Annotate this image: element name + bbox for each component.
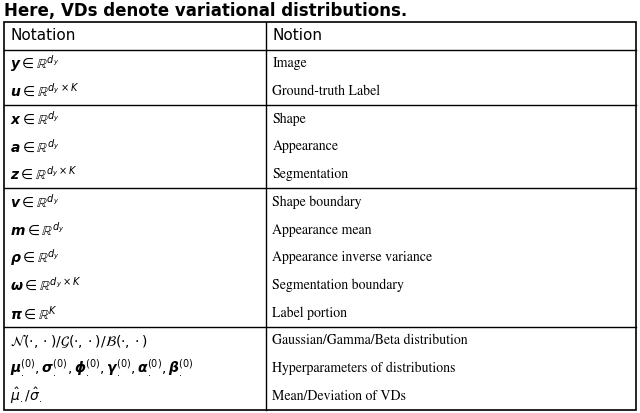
- Text: Here, VDs denote variational distributions.: Here, VDs denote variational distributio…: [4, 2, 407, 20]
- Text: Appearance: Appearance: [272, 140, 339, 153]
- Text: $\boldsymbol{\mu}_{.}^{(0)}, \boldsymbol{\sigma}_{.}^{(0)}, \boldsymbol{\phi}_{.: $\boldsymbol{\mu}_{.}^{(0)}, \boldsymbol…: [10, 358, 193, 380]
- Text: $\boldsymbol{a} \in \mathbb{R}^{d_y}$: $\boldsymbol{a} \in \mathbb{R}^{d_y}$: [10, 138, 60, 155]
- Text: Segmentation: Segmentation: [272, 168, 348, 181]
- Text: Segmentation boundary: Segmentation boundary: [272, 279, 404, 292]
- Text: Mean/Deviation of VDs: Mean/Deviation of VDs: [272, 389, 406, 403]
- Text: $\boldsymbol{z} \in \mathbb{R}^{d_y \times K}$: $\boldsymbol{z} \in \mathbb{R}^{d_y \tim…: [10, 166, 77, 183]
- Text: Notation: Notation: [10, 28, 76, 43]
- Text: $\boldsymbol{m} \in \mathbb{R}^{d_y}$: $\boldsymbol{m} \in \mathbb{R}^{d_y}$: [10, 221, 65, 238]
- Text: $\boldsymbol{u} \in \mathbb{R}^{d_y \times K}$: $\boldsymbol{u} \in \mathbb{R}^{d_y \tim…: [10, 83, 79, 100]
- Text: $\hat{\mu}_{.}/\hat{\sigma}_{.}$: $\hat{\mu}_{.}/\hat{\sigma}_{.}$: [10, 386, 42, 406]
- Text: Gaussian/Gamma/Beta distribution: Gaussian/Gamma/Beta distribution: [272, 334, 468, 347]
- Text: Ground-truth Label: Ground-truth Label: [272, 85, 380, 98]
- Text: $\mathcal{N}(\cdot,\cdot)/\mathcal{G}(\cdot,\cdot)/\mathcal{B}(\cdot,\cdot)$: $\mathcal{N}(\cdot,\cdot)/\mathcal{G}(\c…: [10, 332, 148, 350]
- Text: $\boldsymbol{y} \in \mathbb{R}^{d_y}$: $\boldsymbol{y} \in \mathbb{R}^{d_y}$: [10, 53, 59, 74]
- Text: Hyperparameters of distributions: Hyperparameters of distributions: [272, 362, 456, 375]
- Text: Image: Image: [272, 57, 307, 70]
- Text: $\boldsymbol{\omega} \in \mathbb{R}^{d_y \times K}$: $\boldsymbol{\omega} \in \mathbb{R}^{d_y…: [10, 277, 81, 294]
- Text: Label portion: Label portion: [272, 306, 348, 320]
- Text: $\boldsymbol{v} \in \mathbb{R}^{d_y}$: $\boldsymbol{v} \in \mathbb{R}^{d_y}$: [10, 194, 59, 211]
- Text: $\boldsymbol{\pi} \in \mathbb{R}^{K}$: $\boldsymbol{\pi} \in \mathbb{R}^{K}$: [10, 304, 58, 322]
- Text: Appearance inverse variance: Appearance inverse variance: [272, 251, 433, 264]
- Text: $\boldsymbol{x} \in \mathbb{R}^{d_y}$: $\boldsymbol{x} \in \mathbb{R}^{d_y}$: [10, 110, 60, 128]
- Text: Shape: Shape: [272, 112, 306, 126]
- Text: $\boldsymbol{\rho} \in \mathbb{R}^{d_y}$: $\boldsymbol{\rho} \in \mathbb{R}^{d_y}$: [10, 247, 60, 268]
- Text: Shape boundary: Shape boundary: [272, 195, 362, 209]
- Text: Notion: Notion: [272, 28, 323, 43]
- Text: Appearance mean: Appearance mean: [272, 223, 372, 237]
